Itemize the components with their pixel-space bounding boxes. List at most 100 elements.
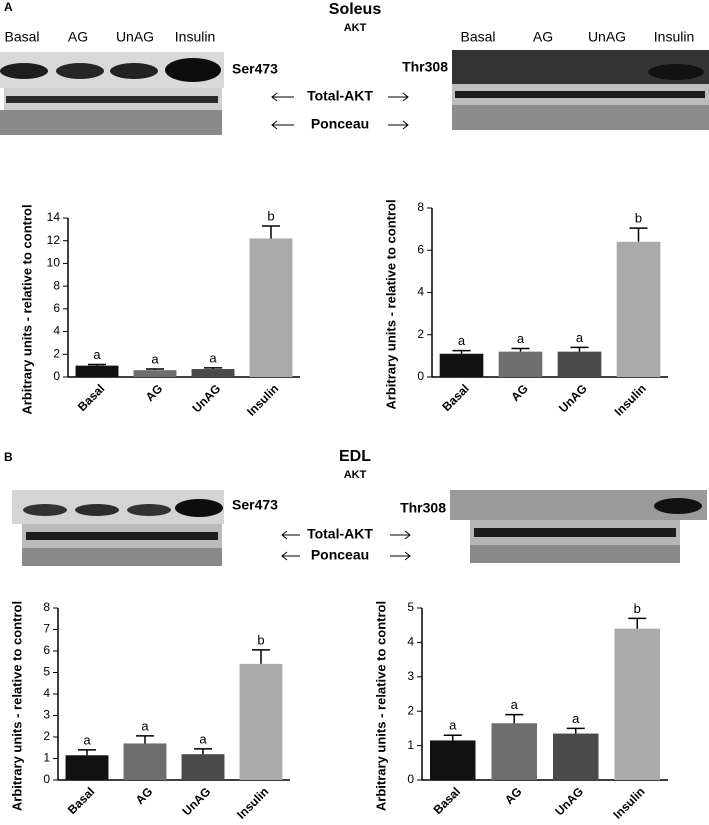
y-tick-label: 6 — [53, 301, 60, 315]
bar — [498, 351, 543, 377]
x-tick-label: Basal — [439, 381, 472, 414]
x-tick-label: Insulin — [244, 381, 281, 418]
significance-label: a — [93, 347, 101, 362]
y-tick-label: 10 — [47, 256, 61, 270]
chart: 0 1 2 3 4 5 Arbitrary units - relative to cont… — [373, 600, 668, 822]
x-tick-label: UnAG — [179, 784, 213, 818]
y-tick-label: 8 — [43, 600, 50, 614]
y-tick-label: 0 — [407, 772, 414, 786]
y-tick-label: 4 — [407, 635, 414, 649]
stain-label: Ponceau — [311, 116, 369, 132]
error-bar — [252, 649, 270, 664]
x-tick-label: UnAG — [189, 381, 223, 415]
panel-letter: B — [4, 450, 13, 464]
error-bar — [511, 347, 530, 352]
y-tick-label: 4 — [417, 285, 424, 299]
y-tick-label: 0 — [417, 369, 424, 383]
bar — [239, 663, 283, 780]
y-tick-label: 4 — [53, 324, 60, 338]
lane-label: Basal — [4, 29, 39, 45]
blot-right — [450, 490, 707, 563]
y-tick-label: 1 — [407, 738, 414, 752]
error-bar — [566, 727, 585, 734]
significance-label: a — [449, 718, 457, 733]
bar — [181, 754, 225, 780]
significance-label: a — [517, 331, 525, 346]
chart: 0 1 2 3 4 5 6 7 8 Arbitrary units - relative to c… — [9, 600, 290, 822]
y-tick-label: 0 — [43, 772, 50, 786]
x-tick-label: Basal — [75, 381, 108, 414]
bar — [552, 733, 599, 780]
significance-label: a — [141, 718, 149, 733]
error-bar — [78, 749, 96, 756]
error-bar — [262, 225, 280, 239]
y-tick-label: 8 — [417, 200, 424, 214]
y-tick-label: 2 — [53, 346, 60, 360]
significance-label: a — [458, 333, 466, 348]
significance-label: b — [257, 632, 264, 647]
bar — [133, 370, 177, 377]
x-tick-label: Basal — [431, 784, 464, 817]
panel-title: Soleus — [329, 1, 382, 18]
panel-title: EDL — [339, 448, 371, 465]
y-tick-label: 6 — [417, 242, 424, 256]
site-label: Thr308 — [402, 59, 448, 75]
y-tick-label: 4 — [43, 686, 50, 700]
site-label: Ser473 — [232, 61, 278, 77]
error-bar — [136, 735, 154, 744]
error-bar — [194, 748, 212, 755]
x-tick-label: Insulin — [610, 784, 647, 821]
lane-label: UnAG — [588, 29, 626, 45]
y-axis-label: Arbitrary units - relative to control — [373, 601, 388, 811]
y-tick-label: 3 — [43, 708, 50, 722]
x-tick-label: AG — [508, 381, 531, 404]
significance-label: a — [199, 731, 207, 746]
error-bar — [628, 617, 647, 629]
y-tick-label: 7 — [43, 622, 50, 636]
y-tick-label: 3 — [407, 669, 414, 683]
bar — [614, 628, 661, 780]
error-bar — [204, 367, 222, 370]
x-tick-label: Insulin — [234, 784, 271, 821]
bar — [123, 743, 167, 780]
site-label: Thr308 — [400, 500, 446, 516]
x-tick-label: AG — [502, 784, 525, 807]
lane-label: Insulin — [654, 29, 694, 45]
significance-label: a — [209, 350, 217, 365]
x-tick-label: UnAG — [556, 381, 590, 415]
y-tick-label: 2 — [417, 327, 424, 341]
y-tick-label: 8 — [53, 278, 60, 292]
arrow — [281, 530, 411, 540]
lane-label: Insulin — [175, 29, 215, 45]
arrow — [271, 120, 409, 130]
panel-protein: AKT — [344, 469, 367, 481]
stain-label: Ponceau — [311, 547, 369, 563]
bar — [557, 351, 602, 377]
error-bar — [570, 346, 589, 352]
lane-label: AG — [533, 29, 553, 45]
x-tick-label: Basal — [65, 784, 98, 817]
lane-label: UnAG — [116, 29, 154, 45]
x-tick-label: AG — [143, 381, 166, 404]
significance-label: b — [635, 211, 642, 226]
bar — [429, 740, 476, 780]
y-tick-label: 5 — [407, 600, 414, 614]
blot-left — [12, 490, 224, 566]
y-tick-label: 2 — [43, 729, 50, 743]
bar — [75, 365, 119, 377]
panel-letter: A — [4, 0, 13, 14]
error-bar — [443, 734, 462, 741]
bar — [491, 723, 538, 780]
y-tick-label: 5 — [43, 665, 50, 679]
arrow — [281, 551, 411, 561]
error-bar — [505, 713, 524, 724]
bar — [616, 241, 661, 377]
y-tick-label: 1 — [43, 751, 50, 765]
y-tick-label: 0 — [53, 369, 60, 383]
y-tick-label: 2 — [407, 703, 414, 717]
bar — [191, 369, 235, 377]
blot-right — [452, 50, 709, 130]
y-tick-label: 12 — [47, 233, 61, 247]
total-label: Total-AKT — [307, 88, 373, 104]
panel-protein: AKT — [344, 22, 367, 34]
